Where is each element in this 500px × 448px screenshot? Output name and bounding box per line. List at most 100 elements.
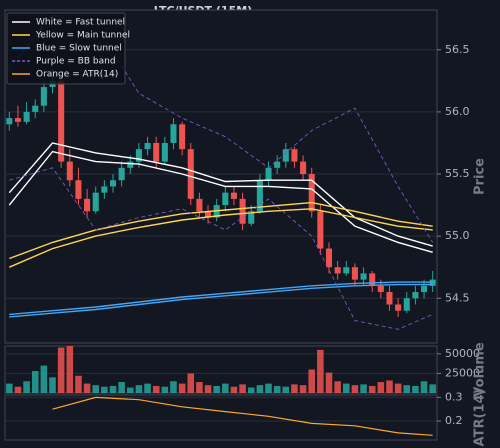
volume-bar <box>412 385 419 393</box>
volume-bar <box>109 385 117 393</box>
candle-body <box>421 285 428 293</box>
candle-body <box>282 149 289 162</box>
volume-bar <box>178 383 186 393</box>
volume-bar <box>377 382 385 393</box>
candle-body <box>230 192 237 199</box>
volume-bar <box>92 385 100 393</box>
volume-bar <box>126 387 134 393</box>
candle-body <box>14 118 21 122</box>
volume-bar <box>256 385 264 393</box>
volume-bar <box>144 383 151 393</box>
candle-body <box>196 198 203 212</box>
legend-label: White = Fast tunnel <box>36 18 125 28</box>
volume-bar <box>161 386 169 393</box>
candle-body <box>403 298 410 311</box>
volume-bar <box>135 385 143 393</box>
y-tick-label: 54.5 <box>445 291 470 304</box>
volume-bar <box>118 382 125 393</box>
volume-bar <box>101 386 108 393</box>
candle-body <box>23 111 30 122</box>
candle-body <box>187 149 194 199</box>
candle-body <box>265 167 272 181</box>
indicator-line <box>8 142 433 247</box>
candle-body <box>343 267 350 274</box>
volume-bar <box>394 383 402 393</box>
volume-bar <box>75 375 82 393</box>
indicator-line <box>8 150 433 253</box>
volume-bar <box>265 383 272 393</box>
candle-body <box>92 192 99 212</box>
y-tick-label: 56.0 <box>445 105 470 118</box>
y-tick-label: 56.5 <box>445 43 470 56</box>
volume-bar <box>49 377 56 393</box>
candle-body <box>6 118 13 125</box>
y-tick-label: 25000 <box>445 366 480 379</box>
volume-bar <box>196 382 203 393</box>
indicator-line <box>9 201 433 260</box>
candle-body <box>109 180 117 187</box>
candle-body <box>32 105 39 112</box>
volume-bar <box>23 381 30 393</box>
volume-bar <box>273 385 281 393</box>
candle-body <box>135 149 142 162</box>
candle-body <box>395 304 402 311</box>
volume-bar <box>40 365 48 393</box>
candle-body <box>144 142 151 150</box>
candle-body <box>153 142 160 162</box>
volume-bar <box>170 381 177 393</box>
volume-bar <box>317 349 324 393</box>
candle-body <box>308 174 315 212</box>
legend-label: Blue = Slow tunnel <box>36 44 122 54</box>
volume-bar <box>291 384 298 393</box>
candle-body <box>317 211 324 249</box>
volume-bar <box>230 386 238 393</box>
volume-bar <box>14 386 22 393</box>
candle-body <box>369 273 376 286</box>
volume-bar <box>299 385 307 393</box>
volume-bar <box>152 385 160 393</box>
indicator-line <box>9 281 433 316</box>
volume-bar <box>247 387 255 393</box>
atr-line <box>52 396 433 436</box>
volume-bar <box>403 385 411 393</box>
candle-body <box>101 186 108 193</box>
volume-bar <box>420 381 428 393</box>
panel-frame <box>4 394 438 441</box>
candle-body <box>386 292 393 305</box>
candle-body <box>274 161 281 168</box>
candle-body <box>360 273 367 280</box>
candle-body <box>84 198 91 212</box>
candle-body <box>291 149 298 162</box>
indicator-line <box>9 167 433 330</box>
candle-body <box>170 124 177 143</box>
volume-bar <box>213 385 220 393</box>
volume-bar <box>429 384 436 393</box>
legend-box <box>6 12 126 85</box>
volume-bar <box>204 385 212 393</box>
candle-body <box>300 161 307 175</box>
volume-bar <box>239 384 246 393</box>
candle-body <box>161 142 168 162</box>
volume-bar <box>342 383 350 393</box>
candle-body <box>118 167 125 181</box>
candle-body <box>58 80 65 162</box>
volume-bar <box>325 372 333 393</box>
candle-body <box>351 267 358 280</box>
candle-body <box>412 292 419 299</box>
legend-label: Orange = ATR(14) <box>36 70 118 80</box>
volume-bar <box>308 369 316 393</box>
axis-label: Volume <box>473 342 488 397</box>
volume-bar <box>187 373 195 393</box>
volume-bar <box>386 380 393 393</box>
candle-body <box>127 161 134 168</box>
volume-bar <box>368 385 376 393</box>
candle-body <box>40 87 47 106</box>
candle-body <box>325 248 333 268</box>
indicator-line <box>9 283 433 318</box>
y-tick-label: 0.3 <box>445 390 463 403</box>
candle-body <box>222 192 229 206</box>
y-tick-label: 50000 <box>445 347 480 360</box>
axis-label: Price <box>473 158 488 195</box>
candle-body <box>66 161 73 181</box>
volume-bar <box>222 383 229 393</box>
